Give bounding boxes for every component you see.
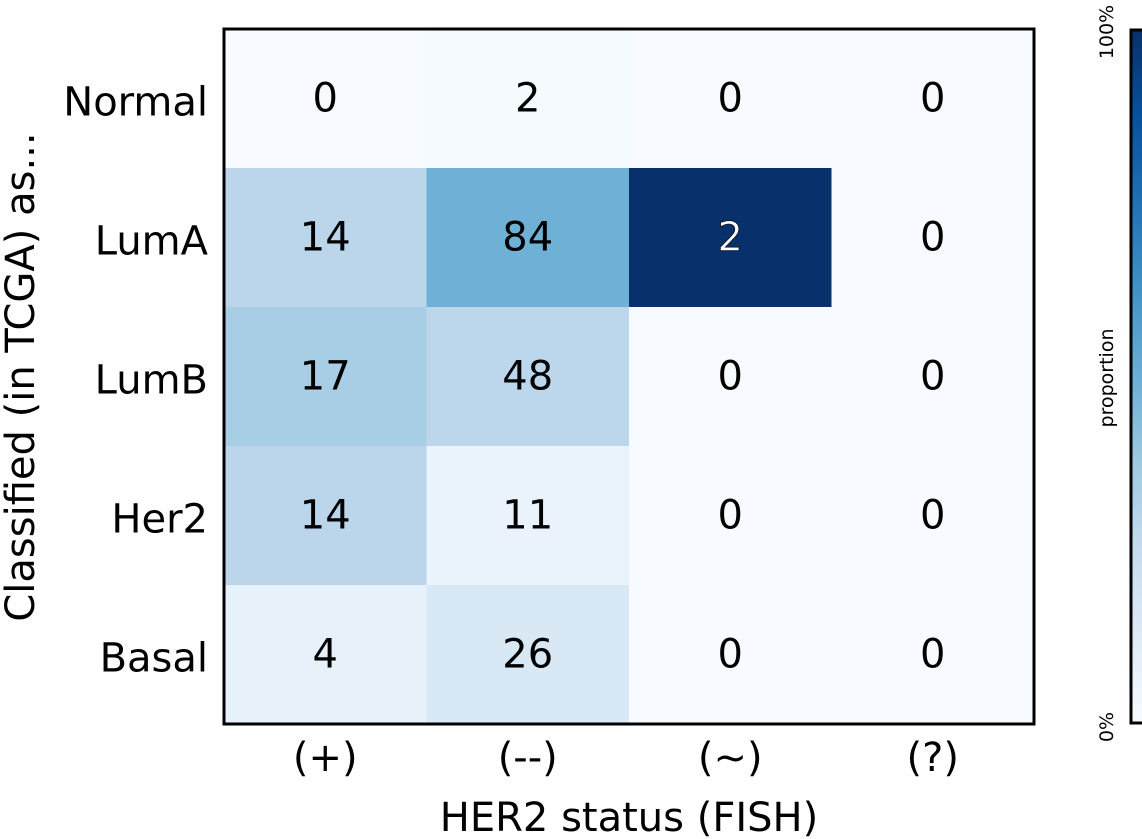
heatmap-cell	[426, 168, 630, 308]
heatmap-cell	[831, 307, 1035, 447]
heatmap-cell	[224, 446, 428, 586]
cell-value-label: 0	[920, 493, 945, 539]
cell-value-label: 0	[718, 493, 743, 539]
x-tick-label: (?)	[907, 735, 959, 781]
cell-value-label: 84	[502, 215, 553, 261]
heatmap-cell	[629, 585, 833, 725]
y-axis-label: Classified (in TCGA) as...	[0, 132, 44, 621]
x-axis-label: HER2 status (FISH)	[440, 795, 818, 839]
heatmap-cell	[426, 307, 630, 447]
cell-value-label: 17	[300, 354, 351, 400]
cell-value-label: 0	[718, 354, 743, 400]
heatmap-cell	[224, 585, 428, 725]
heatmap-cell	[831, 446, 1035, 586]
cell-value-label: 11	[502, 493, 553, 539]
heatmap-cell	[426, 585, 630, 725]
cell-value-label: 0	[718, 76, 743, 122]
heatmap-cell	[629, 29, 833, 169]
heatmap-cell	[224, 168, 428, 308]
cell-value-label: 0	[718, 632, 743, 678]
x-tick-labels: (+) (--) (~) (?)	[293, 735, 959, 781]
heatmap-cell	[426, 29, 630, 169]
cell-value-label: 0	[920, 632, 945, 678]
x-tick-label: (+)	[293, 735, 358, 781]
heatmap-cell-labels: 0 2 0 0 14 84 2 0 17 48 0 0 14 11 0 0 4 26 0 0	[300, 76, 946, 678]
heatmap-cell	[831, 585, 1035, 725]
cell-value-label: 2	[718, 215, 743, 261]
plot-frame	[222, 27, 1036, 726]
y-tick-label: Her2	[111, 497, 208, 543]
colorbar: 100% proportion 0%	[1096, 5, 1142, 742]
heatmap-cell	[426, 446, 630, 586]
x-tick-label: (~)	[698, 735, 763, 781]
heatmap-cell	[629, 307, 833, 447]
y-tick-label: LumB	[95, 358, 208, 404]
heatmap-cells	[224, 29, 1035, 725]
heatmap-cell	[224, 29, 428, 169]
colorbar-min-label: 0%	[1096, 712, 1118, 742]
cell-value-label: 0	[313, 76, 338, 122]
colorbar-label: proportion	[1096, 329, 1118, 428]
y-tick-labels: Normal LumA LumB Her2 Basal	[63, 80, 208, 682]
cell-value-label: 48	[502, 354, 553, 400]
heatmap-cell	[629, 168, 833, 308]
cell-value-label: 14	[300, 215, 351, 261]
heatmap-cell	[831, 29, 1035, 169]
heatmap-cell	[831, 168, 1035, 308]
cell-value-label: 0	[920, 215, 945, 261]
y-tick-label: Normal	[63, 80, 208, 126]
y-tick-label: Basal	[100, 636, 208, 682]
colorbar-gradient	[1129, 28, 1142, 725]
cell-value-label: 0	[920, 76, 945, 122]
x-tick-label: (--)	[498, 735, 558, 781]
cell-value-label: 26	[502, 632, 553, 678]
heatmap-cell	[224, 307, 428, 447]
colorbar-max-label: 100%	[1096, 5, 1118, 59]
cell-value-label: 0	[920, 354, 945, 400]
cell-value-label: 14	[300, 493, 351, 539]
cell-value-label: 4	[313, 632, 338, 678]
y-tick-label: LumA	[95, 219, 209, 265]
cell-value-label: 2	[515, 76, 540, 122]
heatmap-cell	[629, 446, 833, 586]
